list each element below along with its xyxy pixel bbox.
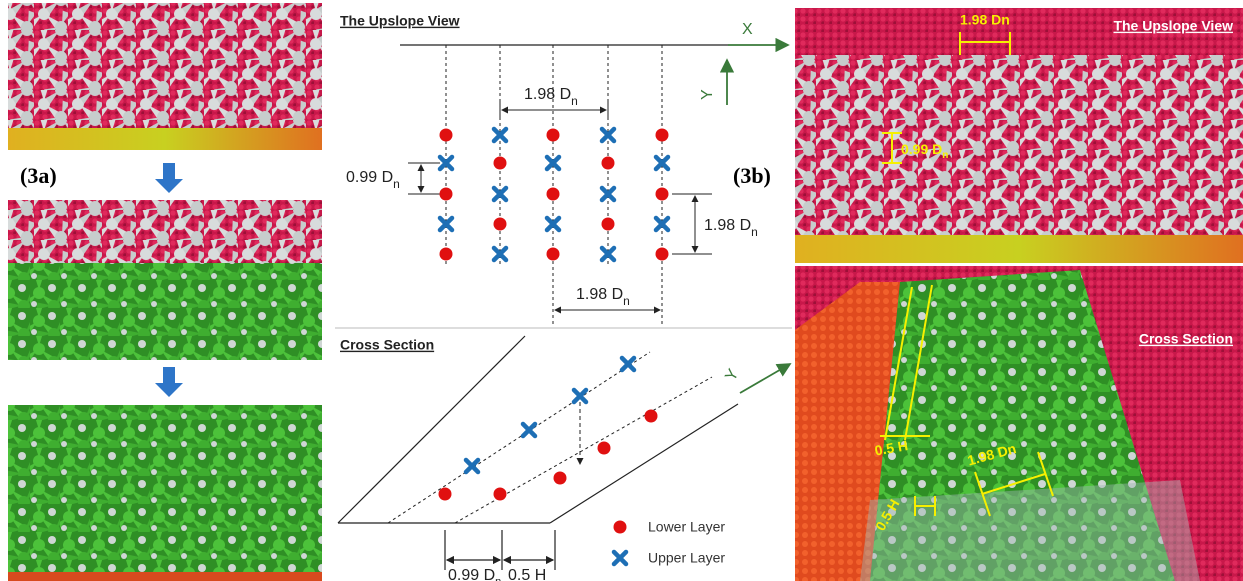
lower-marker [547,248,560,261]
arrow [155,163,183,193]
dim-text: 1.98 D [524,86,571,103]
diagram-title: Cross Section [340,337,434,353]
dim-sub: n [623,294,630,308]
photo-stage-1 [8,3,322,150]
lower-marker [547,188,560,201]
dim-text: 1.98 D [704,217,751,234]
photo-title: The Upslope View [1113,18,1233,34]
dimension-label: 1.98 Dn [704,217,758,239]
diagram-title: The Upslope View [340,13,460,29]
photo-title: Cross Section [1139,331,1233,347]
dim-text: 1.98 D [576,286,623,303]
dimension-label: 0.99 Dn [448,567,501,581]
axis-label: Y [722,366,742,384]
dim-sub: n [942,150,948,161]
lower-marker [602,157,615,170]
lower-marker [656,188,669,201]
marker-grid [440,129,669,261]
legend-entry: Upper Layer [648,550,725,566]
dimension-label: 1.98 Dn [524,86,578,108]
figure-label: (3a) [20,163,57,188]
arrow [155,367,183,397]
dim-sub: n [571,94,578,108]
dim-text: 0.99 D [901,141,942,157]
lower-marker [656,129,669,142]
figure: (3a) The Upslope View X Y 1.98 Dn 0.99 D… [0,0,1243,581]
photo-cross-section [795,266,1243,581]
lower-marker [440,248,453,261]
lower-marker [547,129,560,142]
lower-marker [602,218,615,231]
lower-marker [440,129,453,142]
figure-label: (3b) [733,163,771,188]
lower-marker [656,248,669,261]
photo-label: 1.98 Dn [960,12,1010,28]
dim-sub: n [393,177,400,191]
lower-marker [440,188,453,201]
axis-label: X [742,21,753,38]
dim-text: 0.99 D [448,567,495,581]
photo-stage-3 [8,405,322,581]
dimension-label: 1.98 Dn [576,286,630,308]
cross-section-diagram [338,336,790,570]
legend-entry: Lower Layer [648,519,725,535]
dim-sub: n [751,225,758,239]
photo-stage-2 [8,200,322,360]
dimension-label: 0.99 Dn [346,169,400,191]
dimension-label: 0.5 H [508,567,546,581]
lower-marker [494,218,507,231]
photo-upslope [795,8,1243,263]
dim-text: 0.99 D [346,169,393,186]
dim-sub: n [495,576,501,581]
lower-marker [494,157,507,170]
axis-label: Y [699,89,716,100]
